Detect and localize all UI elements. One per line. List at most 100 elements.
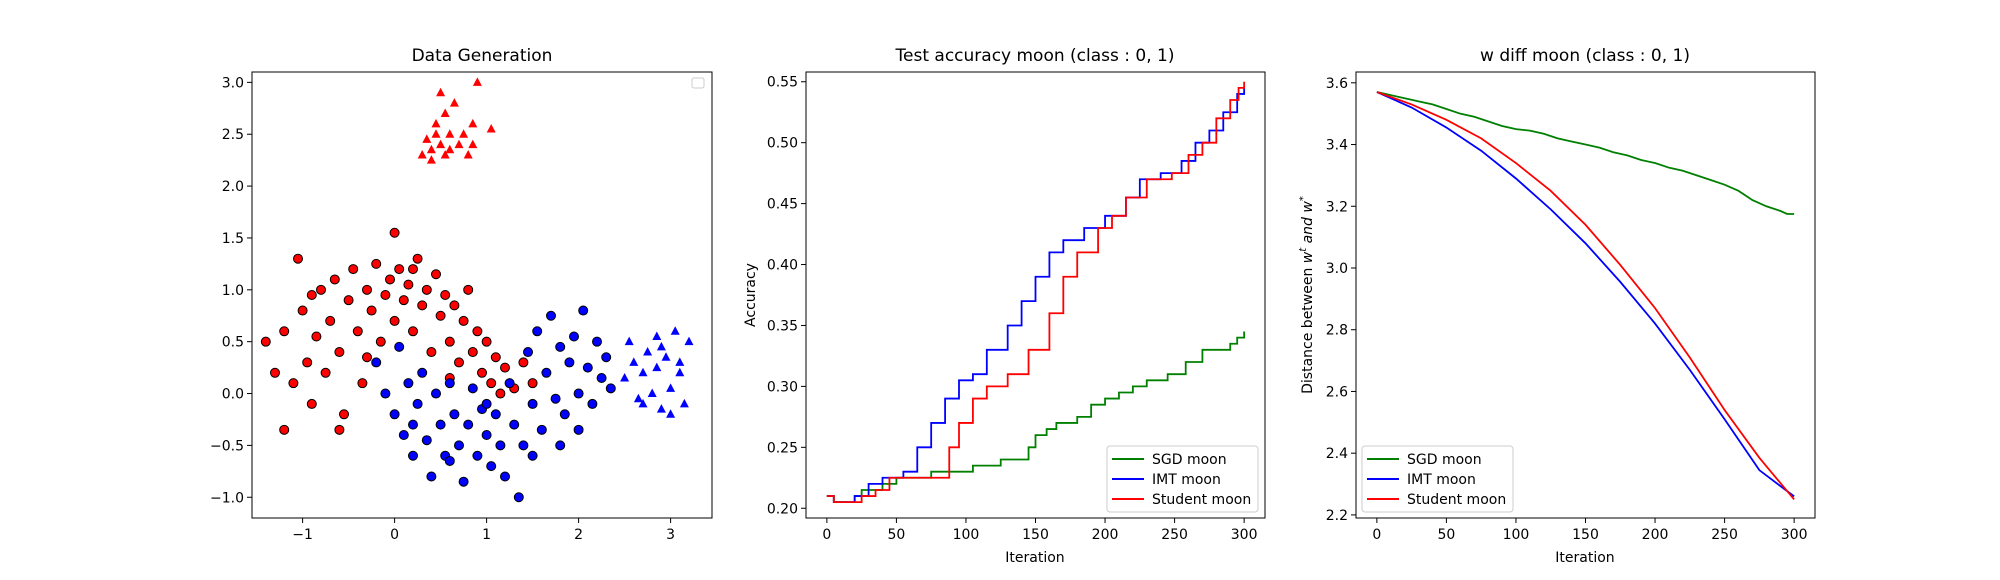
scatter-point: [435, 419, 446, 430]
scatter-point: [463, 419, 474, 430]
series-line-sgd-moon: [1376, 91, 1795, 215]
plot-area: 0 50 100 150 200 250 300 2.2 2.4 2.6 2.8 3.0 3.2 3.4 3…: [1326, 76, 1808, 543]
x-tick-label: 3: [666, 527, 675, 543]
scatter-point-triangle: [436, 139, 446, 149]
scatter-point: [260, 336, 271, 347]
x-axis-label: Iteration: [1555, 550, 1614, 566]
scatter-point: [513, 492, 524, 503]
scatter-point: [421, 435, 432, 446]
scatter-point-triangle: [661, 352, 671, 361]
scatter-point-triangle: [647, 388, 657, 398]
scatter-point: [467, 347, 478, 358]
scatter-point: [311, 331, 322, 342]
x-tick-label: 150: [1572, 527, 1599, 543]
legend-frame: [1106, 445, 1259, 513]
scatter-point-triangle: [468, 139, 478, 149]
scatter-point: [348, 264, 359, 275]
x-tick-label: 50: [887, 527, 905, 543]
scatter-point: [444, 455, 455, 466]
scatter-point-triangle: [445, 129, 455, 138]
scatter-point: [375, 336, 386, 347]
legend-label-sgd: SGD moon: [1152, 452, 1227, 468]
scatter-point-triangle: [643, 347, 653, 356]
scatter-point: [343, 295, 354, 306]
y-tick-label: 1.5: [222, 231, 244, 247]
scatter-point: [417, 300, 428, 311]
y-tick-label: 3.2: [1326, 199, 1348, 215]
y-tick-label: 2.4: [1326, 446, 1348, 462]
series-line-imt-moon: [1376, 91, 1795, 498]
x-tick-label: 300: [1231, 527, 1258, 543]
scatter-point: [555, 440, 566, 451]
x-tick-label: 0: [390, 527, 399, 543]
axes-frame: [251, 71, 713, 519]
legend-box: [691, 77, 705, 89]
scatter-point: [408, 450, 418, 461]
y-tick-label: 0.25: [767, 440, 798, 456]
scatter-point: [454, 440, 464, 451]
scatter-point: [398, 295, 409, 306]
legend-frame: [1361, 445, 1514, 513]
scatter-point-triangle: [666, 409, 676, 418]
scatter-point: [362, 284, 372, 295]
scatter-point: [357, 378, 368, 389]
scatter-point: [380, 290, 391, 300]
x-tick-label: 50: [1437, 527, 1455, 543]
scatter-point: [334, 347, 345, 358]
scatter-point-triangle: [679, 398, 689, 408]
plot-area: −1 0 1 2 3 −1.0 −0.5 0.0 0.5 1.0 1.5 2.0 2.5 3.0: [210, 75, 694, 543]
scatter-point: [431, 388, 441, 399]
scatter-point: [541, 367, 552, 378]
scatter-point: [467, 383, 478, 394]
scatter-point-triangle: [666, 383, 676, 392]
scatter-point-triangle: [426, 155, 436, 164]
y-tick-label: 0.20: [767, 501, 798, 517]
scatter-point: [394, 341, 405, 352]
scatter-point: [389, 409, 400, 420]
scatter-point: [559, 409, 570, 420]
series-line-student-moon: [826, 81, 1246, 504]
scatter-point: [366, 305, 377, 316]
y-tick-label: 3.6: [1326, 76, 1348, 92]
x-axis-label: Iteration: [1005, 550, 1064, 566]
chart-title: Test accuracy moon (class : 0, 1): [895, 46, 1175, 66]
scatter-point: [546, 310, 556, 321]
scatter-point: [527, 450, 538, 461]
scatter-point: [293, 253, 303, 264]
x-tick-label: −1: [292, 527, 313, 543]
scatter-point: [306, 290, 317, 300]
scatter-point: [601, 352, 612, 363]
scatter-point: [550, 393, 561, 404]
scatter-point: [495, 388, 506, 399]
scatter-point: [518, 357, 529, 368]
scatter-point: [527, 378, 538, 389]
x-tick-label: 300: [1781, 527, 1808, 543]
scatter-point: [500, 362, 510, 373]
scatter-point: [408, 264, 418, 275]
scatter-point: [444, 336, 455, 347]
scatter-point-triangle: [638, 398, 648, 408]
scatter-point: [417, 367, 428, 378]
scatter-point: [523, 347, 533, 358]
y-tick-label: 3.4: [1326, 138, 1348, 154]
axes-frame: [1355, 71, 1816, 519]
scatter-point-triangle: [422, 134, 432, 143]
plot-area: 0 50 100 150 200 250 300 0.20 0.25 0.30 0.35 0.40 0.…: [767, 75, 1258, 543]
panel-data-generation: Data Generation −1 0 1 2 3 −1.0 −0.5 0.0 0.5 1.0 1…: [210, 46, 713, 543]
scatter-point: [403, 279, 414, 290]
y-tick-label: 0.35: [767, 318, 798, 334]
scatter-point: [444, 378, 455, 389]
scatter-point: [472, 450, 483, 461]
scatter-point: [605, 383, 616, 394]
scatter-point: [408, 326, 418, 337]
scatter-point: [339, 409, 349, 420]
scatter-point-triangle: [620, 372, 630, 382]
x-tick-label: 2: [574, 527, 583, 543]
scatter-point-triangle: [449, 98, 459, 107]
scatter-point: [596, 372, 607, 383]
x-tick-label: 100: [953, 527, 980, 543]
scatter-point: [536, 424, 547, 435]
scatter-point: [394, 264, 405, 275]
scatter-point: [279, 424, 290, 435]
